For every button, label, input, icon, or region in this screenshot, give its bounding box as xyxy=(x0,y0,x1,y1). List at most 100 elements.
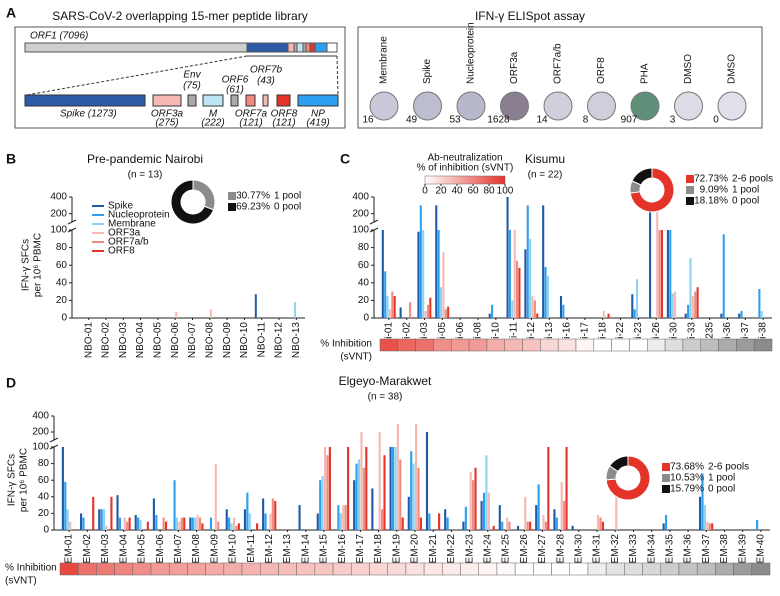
gene-label: (222) xyxy=(201,118,224,129)
y-tick-label: 80 xyxy=(358,242,370,253)
zoom-line xyxy=(26,55,248,96)
x-tick-label: EM-31 xyxy=(592,534,603,564)
bar xyxy=(92,496,95,530)
well xyxy=(630,91,660,121)
x-tick-label: Ki-05 xyxy=(437,322,448,346)
gene-label: (121) xyxy=(239,118,262,129)
bar xyxy=(447,306,450,318)
inhibition-cell xyxy=(433,338,452,352)
bar xyxy=(407,496,410,530)
chart-subtitle: (n = 22) xyxy=(528,170,563,181)
inhibition-cell xyxy=(168,562,188,576)
x-tick-label: EM-37 xyxy=(701,534,712,564)
bar xyxy=(429,297,432,318)
bar xyxy=(399,459,402,530)
well-count: 49 xyxy=(406,115,418,126)
x-tick-label: Ki-235 xyxy=(704,322,715,351)
x-tick-label: EM-03 xyxy=(100,534,111,564)
bar xyxy=(126,521,129,530)
inhibition-cell xyxy=(460,562,479,576)
bar xyxy=(384,271,387,318)
bar xyxy=(442,252,445,318)
well xyxy=(456,91,486,121)
x-tick-label: EM-28 xyxy=(555,534,566,564)
bar xyxy=(178,521,181,530)
bar xyxy=(547,447,550,530)
bar xyxy=(232,517,236,530)
x-tick-label: NBO-12 xyxy=(274,322,285,359)
x-tick-label: NBO-02 xyxy=(101,322,112,359)
bar xyxy=(722,234,725,318)
bar xyxy=(439,287,443,318)
panel-label: A xyxy=(6,5,16,21)
x-tick-label: NBO-07 xyxy=(187,322,198,359)
x-tick-label: EM-04 xyxy=(118,534,129,564)
axis-break xyxy=(49,437,59,443)
legend-swatch xyxy=(662,485,670,493)
y-axis-label: IFN-γ SFCs xyxy=(21,239,32,291)
bar xyxy=(66,509,69,530)
bar xyxy=(264,513,267,530)
x-tick-label: Ki-06 xyxy=(455,322,466,346)
x-tick-label: Ki-26 xyxy=(651,322,662,346)
gene-label: M xyxy=(209,109,218,120)
inhibition-cell xyxy=(629,338,648,352)
bar xyxy=(417,231,420,318)
x-tick-label: Ki-12 xyxy=(526,322,537,346)
inhibition-cell xyxy=(114,562,134,576)
inhibition-cell xyxy=(387,562,407,576)
x-tick-label: Ki-11 xyxy=(508,322,519,345)
bar xyxy=(472,480,475,530)
bar xyxy=(649,205,652,318)
x-tick-label: EM-06 xyxy=(155,534,166,564)
y-tick-label: 20 xyxy=(56,295,68,306)
bar xyxy=(563,500,566,530)
bar xyxy=(339,513,342,530)
x-tick-label: EM-08 xyxy=(191,534,202,564)
x-tick-label: EM-35 xyxy=(665,534,676,564)
inhibition-cell xyxy=(468,338,488,352)
inhibition-cell xyxy=(59,562,79,576)
legend-swatch xyxy=(686,186,694,194)
bar xyxy=(323,447,327,530)
bar xyxy=(123,517,126,530)
inhibition-cell xyxy=(423,562,443,576)
bar xyxy=(189,517,192,530)
x-tick-label: EM-24 xyxy=(482,534,493,564)
x-tick-label: Ki-38 xyxy=(758,322,769,346)
bar xyxy=(571,525,574,530)
donut-legend-label: 0 pool xyxy=(274,202,301,213)
bar xyxy=(246,492,249,530)
donut-value-label: 9.09% xyxy=(700,185,728,196)
donut-legend-label: 0 pool xyxy=(708,484,735,495)
colorbar-title: Ab-neutralization xyxy=(427,153,502,164)
bar xyxy=(389,447,392,530)
bar xyxy=(426,304,429,318)
bar xyxy=(537,484,540,530)
bar xyxy=(425,432,429,530)
bar xyxy=(201,523,204,530)
inhibition-cell xyxy=(751,562,771,576)
orf1-label: ORF1 (7096) xyxy=(30,31,88,42)
inhibition-cell xyxy=(241,562,261,576)
legend-label: ORF3a xyxy=(108,228,141,239)
x-tick-label: Ki-37 xyxy=(740,322,751,346)
inhibition-cell xyxy=(415,338,434,352)
bar xyxy=(321,476,324,530)
bar xyxy=(230,523,233,530)
x-tick-label: EM-39 xyxy=(737,534,748,564)
panel-label: B xyxy=(6,151,16,167)
inhibition-cell xyxy=(624,562,643,576)
bar xyxy=(319,480,322,530)
x-tick-label: EM-19 xyxy=(391,534,402,564)
gene-seg xyxy=(287,42,295,53)
bar xyxy=(526,205,529,318)
bar xyxy=(393,296,396,318)
donut-value-label: 10.53% xyxy=(670,473,704,484)
colorbar xyxy=(424,175,506,185)
x-tick-label: EM-09 xyxy=(209,534,220,564)
bar xyxy=(706,521,709,530)
well-label: PHA xyxy=(640,63,651,84)
inhibition-cell xyxy=(733,562,753,576)
inhibition-cell xyxy=(715,562,734,576)
